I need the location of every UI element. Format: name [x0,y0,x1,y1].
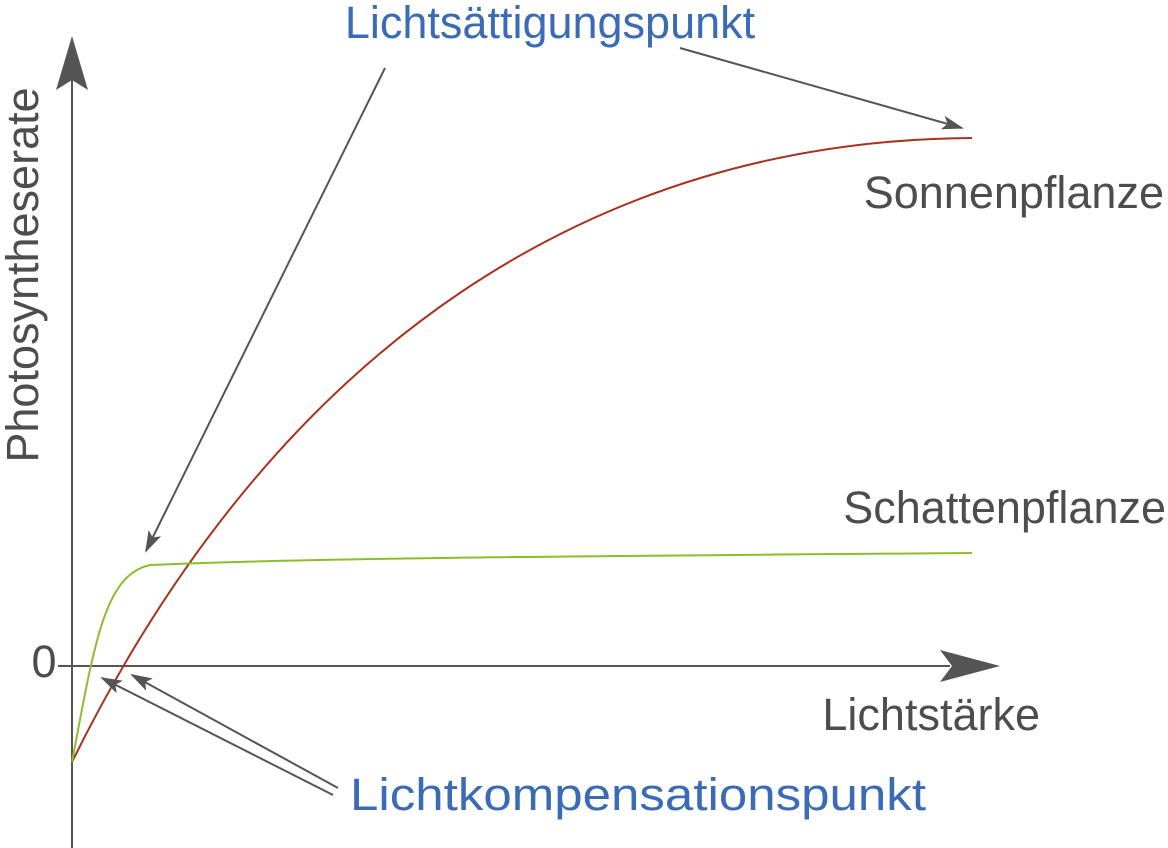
arrow [100,677,334,796]
x-axis-label: Lichtstärke [822,689,1040,740]
arrow [145,67,386,553]
shade-plant-label: Schattenpflanze [843,482,1166,533]
zero-label: 0 [31,636,56,687]
sun-plant-curve [71,137,973,763]
y-axis-label: Photosyntheserate [0,87,48,462]
sun-plant-label: Sonnenpflanze [864,167,1164,218]
x-axis-arrow [940,650,1000,682]
arrow [130,674,339,789]
compensation-label: Lichtkompensationspunkt [350,769,927,820]
saturation-label: Lichtsättigungspunkt [345,0,756,48]
shade-plant-curve [71,552,973,763]
arrow [679,47,964,130]
y-axis-arrow [56,36,88,90]
